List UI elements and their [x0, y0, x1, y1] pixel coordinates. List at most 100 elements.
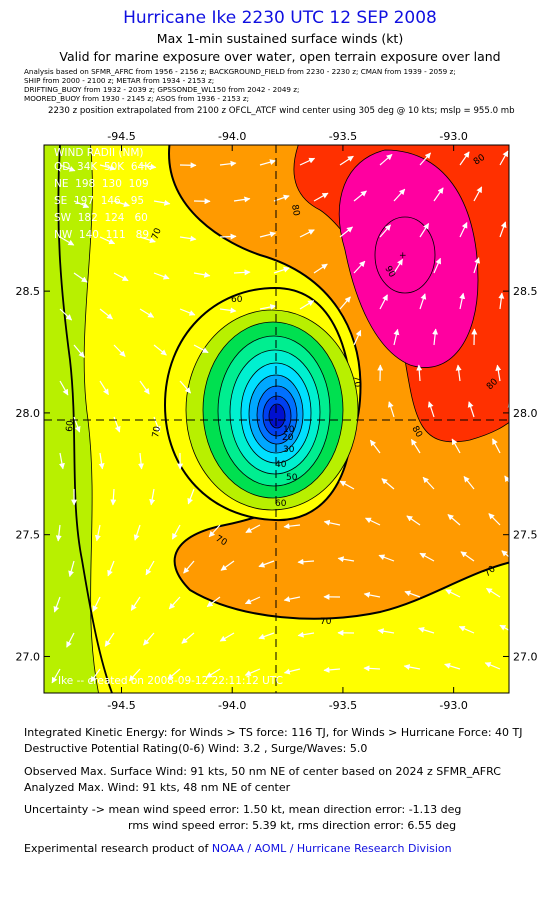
wind-arrow	[473, 186, 483, 202]
wind-arrow	[297, 631, 315, 638]
legend-row-se: SE 197 146 95	[54, 195, 144, 207]
wind-arrow	[444, 663, 461, 670]
wind-arrow	[455, 364, 462, 382]
contour-label: 10	[283, 425, 295, 435]
wind-arrow	[68, 560, 75, 577]
research-credit: Experimental research product of NOAA / …	[24, 842, 452, 855]
uncertainty-mean: Uncertainty -> mean wind speed error: 1.…	[24, 803, 462, 816]
contour-label: 30	[283, 445, 295, 455]
wind-arrow	[353, 190, 367, 202]
hrd-link[interactable]: NOAA / AOML / Hurricane Research Divisio…	[211, 842, 452, 855]
wind-arrow	[433, 257, 441, 274]
wind-arrow	[458, 626, 475, 634]
wind-arrow	[168, 596, 181, 610]
wind-arrow	[259, 304, 277, 310]
wind-arrow	[419, 293, 427, 310]
wind-arrow	[410, 438, 421, 454]
wind-arrow	[193, 271, 211, 278]
contour-label: 70	[320, 617, 332, 627]
wind-arrow	[153, 272, 170, 280]
wind-radii-legend: WIND RADII (NM) QD 34K 50K 64K NE 198 13…	[54, 147, 152, 241]
wind-arrow	[499, 150, 509, 166]
analysis-sources-line-2: SHIP from 2000 - 2100 z; METAR from 1934…	[24, 76, 215, 85]
lat-tick-label-right: 27.0	[513, 650, 538, 663]
wind-arrow	[323, 519, 341, 526]
wind-arrow	[219, 160, 237, 167]
wind-arrow	[59, 308, 73, 321]
wind-arrow	[99, 164, 117, 171]
wind-arrow	[73, 272, 88, 283]
wind-arrow	[369, 439, 381, 454]
lat-tick-label-left: 28.5	[16, 285, 41, 298]
map-subtitle-winds: Max 1-min sustained surface winds (kt)	[156, 31, 404, 46]
wind-arrow	[419, 152, 432, 166]
wind-arrow	[363, 592, 381, 598]
lon-tick-label-bottom: -94.0	[218, 699, 246, 712]
wind-arrow	[208, 524, 221, 538]
contour-label: 20	[282, 433, 294, 443]
wind-arrow	[365, 517, 381, 526]
wind-arrow	[484, 662, 501, 670]
lon-tick-label-bottom: -93.0	[439, 699, 467, 712]
wind-arrow	[460, 551, 475, 562]
wind-arrow	[66, 632, 75, 648]
contour-label: 60	[65, 420, 76, 433]
contour-inner-90kt	[374, 216, 436, 294]
wind-arrow	[258, 560, 275, 568]
position-note: 2230 z position extrapolated from 2100 z…	[48, 106, 515, 116]
wind-arrow	[393, 188, 406, 202]
legend-header: QD 34K 50K 64K	[54, 161, 152, 173]
contour-label: 70	[151, 425, 163, 438]
wind-arrow	[244, 668, 261, 676]
wind-arrow	[193, 344, 209, 354]
wind-arrow	[220, 560, 235, 571]
lat-tick-label-left: 27.5	[16, 529, 41, 542]
wind-arrow	[219, 233, 237, 240]
wind-arrow	[273, 266, 290, 274]
wind-arrow	[393, 258, 403, 274]
wind-arrow	[183, 560, 195, 574]
credit-prefix: Experimental research product of	[24, 842, 212, 855]
wind-arrow	[110, 488, 117, 506]
wind-arrow	[377, 628, 395, 635]
wind-arrow	[90, 668, 101, 683]
wind-arrow	[233, 269, 251, 276]
contour-eye-10kt	[268, 403, 286, 429]
wind-arrow	[313, 263, 328, 274]
wind-arrow	[283, 523, 301, 530]
wind-arrow	[323, 666, 341, 673]
wind-arrow	[179, 308, 196, 316]
wind-arrow	[99, 236, 116, 245]
wind-arrow	[244, 596, 261, 605]
wind-arrow	[181, 632, 195, 644]
wind-arrow	[128, 668, 141, 682]
wind-arrow	[339, 155, 354, 166]
wind-arrow	[485, 587, 501, 598]
wind-arrow	[501, 550, 509, 558]
wind-arrow	[138, 452, 145, 470]
contour-label: 70	[351, 375, 362, 388]
wind-arrow	[404, 590, 421, 598]
wind-arrow	[467, 401, 475, 418]
wind-arrow	[139, 163, 157, 170]
max-wind-marker: +	[399, 251, 407, 261]
wind-arrow	[259, 159, 276, 166]
wind-arrow	[258, 632, 275, 640]
wind-arrow	[339, 226, 353, 238]
lon-tick-label-bottom: -93.5	[329, 699, 357, 712]
wind-arrow	[381, 478, 395, 490]
wind-arrow	[113, 200, 130, 208]
wind-arrow	[139, 236, 156, 244]
wind-arrow	[403, 664, 421, 670]
wind-arrow	[59, 236, 75, 246]
wind-arrow	[422, 476, 435, 490]
wind-arrow	[297, 558, 315, 565]
lon-tick-label-top: -93.0	[439, 130, 467, 143]
center-crosshair	[44, 145, 509, 693]
wind-arrow	[59, 452, 65, 470]
wind-arrow	[387, 401, 395, 418]
wind-arrow	[433, 187, 444, 202]
wind-arrow	[187, 488, 195, 505]
wind-arrow	[353, 329, 362, 346]
wind-arrow	[206, 596, 221, 608]
